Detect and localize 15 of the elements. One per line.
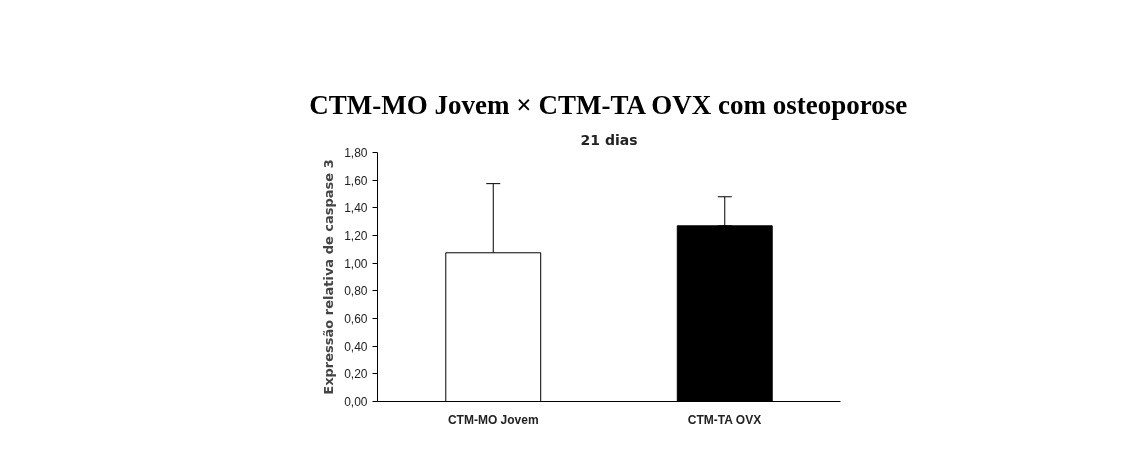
y-axis-title: Expressão relativa de caspase 3 bbox=[321, 159, 337, 395]
y-tick-label: 1,00 bbox=[344, 256, 368, 271]
y-tick-label: 0,20 bbox=[344, 367, 368, 382]
y-tick-label: 1,40 bbox=[344, 201, 368, 216]
x-tick-label: CTM-MO Jovem bbox=[447, 412, 539, 427]
y-tick-label: 0,80 bbox=[344, 284, 368, 299]
chart-subtitle: 21 dias bbox=[580, 131, 638, 148]
x-tick-label: CTM-TA OVX bbox=[687, 412, 762, 427]
chart-title: CTM-MO Jovem × CTM-TA OVX com osteoporose bbox=[309, 89, 908, 120]
y-tick-label: 1,60 bbox=[344, 173, 368, 188]
y-tick-label: 0,60 bbox=[344, 312, 368, 326]
y-tick-label: 1,80 bbox=[344, 146, 368, 160]
y-tick-label: 0,00 bbox=[344, 395, 368, 409]
y-tick-label: 1,20 bbox=[344, 229, 368, 243]
y-tick-label: 0,40 bbox=[344, 339, 368, 354]
